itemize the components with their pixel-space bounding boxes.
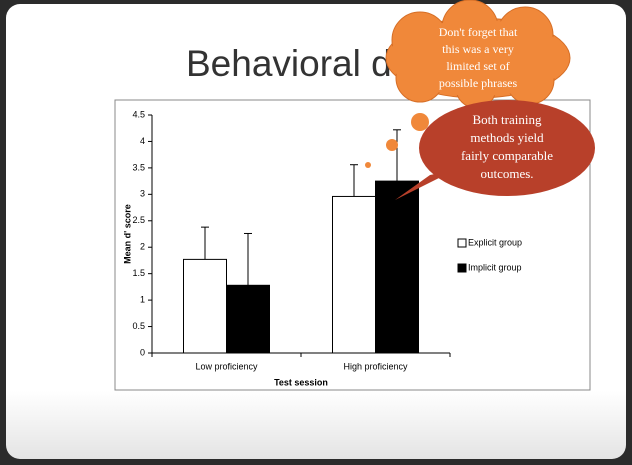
annotation-line: limited set of xyxy=(446,59,509,73)
error-bar xyxy=(244,232,252,286)
x-axis-label: Test session xyxy=(274,377,328,387)
legend-swatch xyxy=(457,263,467,273)
y-tick-label: 1.5 xyxy=(132,268,145,278)
annotation-line: fairly comparable xyxy=(461,148,553,163)
y-tick-label: 3.5 xyxy=(132,162,145,172)
x-tick-label: Low proficiency xyxy=(195,361,258,371)
bar xyxy=(226,284,270,354)
y-tick-label: 2 xyxy=(140,242,145,252)
legend-swatch xyxy=(457,238,467,248)
y-tick-label: 2.5 xyxy=(132,215,145,225)
annotation-line: this was a very xyxy=(442,42,514,56)
annotation-line: possible phrases xyxy=(439,76,518,90)
error-bar xyxy=(393,129,401,182)
y-tick-label: 4.5 xyxy=(132,109,145,119)
annotations: Don't forget that this was a very limited … xyxy=(439,25,554,181)
legend-label: Implicit group xyxy=(468,262,522,272)
bar xyxy=(332,195,376,354)
slide-title: Behavioral d xyxy=(186,43,392,84)
x-tick-label: High proficiency xyxy=(343,361,408,371)
annotation-line: outcomes. xyxy=(480,166,533,181)
y-axis-label: Mean d' score xyxy=(122,204,132,264)
cloud-fill xyxy=(388,20,568,96)
y-tick-label: 4 xyxy=(140,136,145,146)
legend-label: Explicit group xyxy=(468,237,522,247)
error-bar xyxy=(350,164,358,197)
bar xyxy=(375,180,419,354)
speech-bubble xyxy=(419,100,595,196)
y-tick-label: 0.5 xyxy=(132,321,145,331)
y-tick-label: 0 xyxy=(140,347,145,357)
annotation-line: Both training xyxy=(473,112,542,127)
annotation-line: Don't forget that xyxy=(439,25,518,39)
annotation-line: methods yield xyxy=(470,130,544,145)
error-bar xyxy=(201,226,209,260)
y-tick-label: 3 xyxy=(140,189,145,199)
y-tick-label: 1 xyxy=(140,294,145,304)
bar xyxy=(183,258,227,354)
plot: 0 0.5 1 1.5 2 2.5 3 3.5 4 4.5 Low proficiency High … xyxy=(132,109,522,371)
thought-bubbles xyxy=(365,113,429,168)
